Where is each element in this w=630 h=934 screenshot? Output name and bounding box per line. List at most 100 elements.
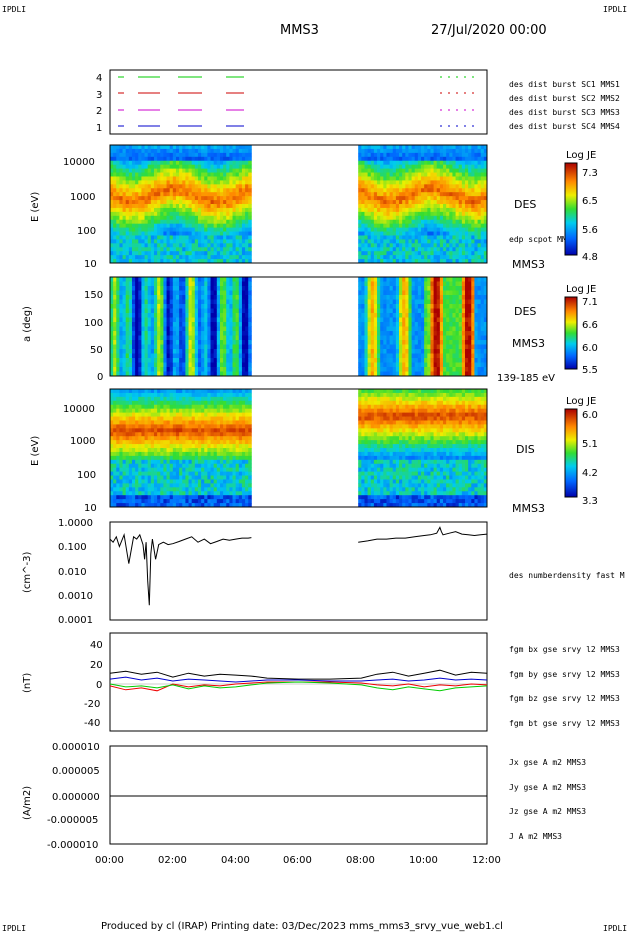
spectrogram-cell <box>194 239 199 244</box>
spectrogram-cell <box>135 192 139 197</box>
spectrogram-cell <box>402 172 406 177</box>
spectrogram-cell <box>452 331 456 336</box>
spectrogram-cell <box>122 392 127 398</box>
spectrogram-cell <box>235 349 240 354</box>
spectrogram-cell <box>160 196 164 201</box>
spectrogram-cell <box>201 308 205 314</box>
spectrogram-cell <box>216 340 221 345</box>
spectrogram-cell <box>216 223 221 228</box>
spectrogram-cell <box>122 145 127 150</box>
spectrogram-cell <box>399 349 403 354</box>
spectrogram-cell <box>125 235 130 240</box>
spectrogram-cell <box>373 313 378 318</box>
spectrogram-cell <box>207 164 211 169</box>
spectrogram-cell <box>119 487 123 492</box>
spectrogram-cell <box>116 392 120 398</box>
spectrogram-cell <box>153 277 158 282</box>
spectrogram-cell <box>119 259 123 264</box>
spectrogram-cell <box>386 239 391 244</box>
spectrogram-cell <box>474 358 478 363</box>
spectrogram-cell <box>128 176 133 181</box>
spectrogram-cell <box>436 180 441 185</box>
spectrogram-cell <box>175 215 180 221</box>
spectrogram-cell <box>131 180 136 185</box>
spectrogram-cell <box>405 277 409 282</box>
spectrogram-cell <box>135 168 139 173</box>
spectrogram-cell <box>116 349 120 354</box>
spectrogram-cell <box>436 192 441 197</box>
spectrogram-cell <box>405 326 409 332</box>
spectrogram-cell <box>116 295 120 300</box>
spectrogram-cell <box>204 160 208 166</box>
spectrogram-cell <box>207 295 211 300</box>
spectrogram-cell <box>135 358 139 363</box>
spectrogram-cell <box>110 353 114 359</box>
spectrogram-cell <box>449 358 453 363</box>
spectrogram-cell <box>144 317 149 323</box>
spectrogram-cell <box>361 188 365 193</box>
spectrogram-cell <box>147 223 152 228</box>
spectrogram-cell <box>128 281 133 287</box>
spectrogram-cell <box>367 362 372 368</box>
spectrogram-cell <box>474 277 478 282</box>
spectrogram-cell <box>194 335 199 341</box>
spectrogram-cell <box>179 331 183 336</box>
spectrogram-cell <box>175 322 180 327</box>
spectrogram-cell <box>373 180 378 185</box>
spectrogram-cell <box>461 192 466 197</box>
spectrogram-cell <box>389 353 394 359</box>
spectrogram-cell <box>424 176 428 181</box>
spectrogram-cell <box>128 499 133 504</box>
spectrogram-cell <box>144 396 149 402</box>
spectrogram-cell <box>480 239 485 244</box>
spectrogram-cell <box>197 219 202 225</box>
spectrogram-cell <box>370 313 375 318</box>
spectrogram-cell <box>446 196 450 201</box>
spectrogram-cell <box>483 335 488 341</box>
spectrogram-cell <box>477 164 482 169</box>
spectrogram-cell <box>232 299 237 305</box>
des-energy-side-label: DES <box>514 198 536 211</box>
spectrogram-cell <box>116 491 120 496</box>
spectrogram-cell <box>465 331 469 336</box>
spectrogram-cell <box>373 322 378 327</box>
spectrogram-cell <box>430 367 434 372</box>
spectrogram-cell <box>219 196 224 201</box>
spectrogram-cell <box>411 239 416 244</box>
spectrogram-cell <box>153 200 158 205</box>
spectrogram-cell <box>113 440 117 445</box>
spectrogram-cell <box>131 424 136 429</box>
spectrogram-cell <box>367 259 372 264</box>
spectrogram-cell <box>364 148 369 154</box>
spectrogram-cell <box>169 184 174 189</box>
spectrogram-cell <box>135 286 139 291</box>
spectrogram-cell <box>128 156 133 162</box>
spectrogram-cell <box>157 358 161 363</box>
spectrogram-cell <box>455 295 460 300</box>
spectrogram-cell <box>399 322 403 327</box>
spectrogram-cell <box>125 211 130 217</box>
spectrogram-cell <box>452 243 456 248</box>
spectrogram-cell <box>213 168 218 173</box>
spectrogram-cell <box>169 290 174 296</box>
spectrogram-cell <box>361 223 365 228</box>
spectrogram-cell <box>430 152 434 158</box>
spectrogram-cell <box>144 412 149 417</box>
spectrogram-cell <box>483 326 488 332</box>
spectrogram-cell <box>207 304 211 309</box>
spectrogram-cell <box>367 204 372 209</box>
spectrogram-cell <box>433 160 438 166</box>
spectrogram-cell <box>119 459 123 465</box>
spectrogram-cell <box>449 168 453 173</box>
spectrogram-cell <box>153 371 158 377</box>
spectrogram-cell <box>150 152 155 158</box>
spectrogram-cell <box>166 251 171 256</box>
spectrogram-cell <box>213 211 218 217</box>
spectrogram-cell <box>229 243 233 248</box>
spectrogram-cell <box>424 340 428 345</box>
spectrogram-cell <box>160 211 164 217</box>
spectrogram-cell <box>238 192 243 197</box>
spectrogram-cell <box>119 396 123 402</box>
spectrogram-cell <box>223 299 227 305</box>
spectrogram-cell <box>128 223 133 228</box>
